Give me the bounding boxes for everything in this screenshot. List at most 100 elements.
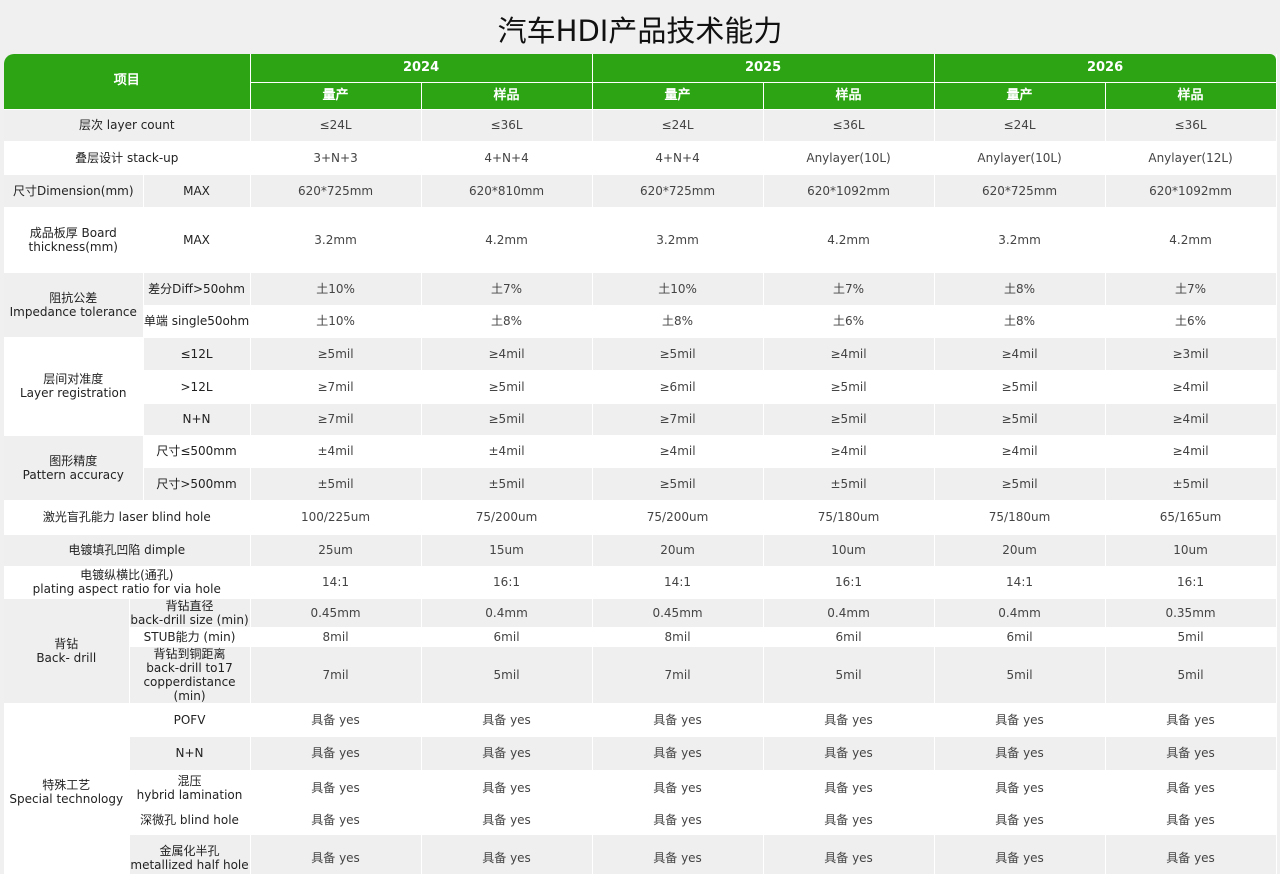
table-row: 图形精度 Pattern accuracy 尺寸≤500mm ±4mil ±4mil ≥… bbox=[4, 435, 1277, 501]
value-cell: ≤24L bbox=[592, 109, 764, 142]
value-cell: 具备 yes bbox=[763, 770, 935, 806]
value-cell: 8mil bbox=[592, 627, 764, 647]
value-cell: 具备 yes bbox=[1105, 736, 1277, 771]
value-cell: 具备 yes bbox=[1105, 770, 1277, 806]
value-cell: 具备 yes bbox=[592, 770, 764, 806]
value-cell: 10um bbox=[763, 534, 935, 567]
value-cell: 具备 yes bbox=[421, 770, 593, 806]
value-cell: 620*725mm bbox=[250, 174, 422, 208]
value-cell: ≥5mil bbox=[421, 370, 593, 404]
value-cell: 具备 yes bbox=[250, 805, 422, 835]
value-cell: 具备 yes bbox=[421, 834, 593, 874]
row-label: 图形精度 Pattern accuracy bbox=[4, 435, 144, 501]
row-sublabel: POFV bbox=[129, 703, 251, 737]
value-cell: ≤36L bbox=[763, 109, 935, 142]
value-cell: 4+N+4 bbox=[421, 141, 593, 175]
value-cell: 具备 yes bbox=[934, 736, 1106, 771]
value-cell: 5mil bbox=[934, 646, 1106, 704]
value-cell: 具备 yes bbox=[1105, 703, 1277, 737]
table-row: 特殊工艺 Special technology POFV 具备 yes 具备 yes 具… bbox=[4, 703, 1277, 874]
table-row: N+N 具备 yes 具备 yes 具备 yes 具备 yes 具备 yes 具备 yes bbox=[4, 736, 1277, 771]
table-row: N+N ≥7mil ≥5mil ≥7mil ≥5mil ≥5mil ≥4mil bbox=[4, 403, 1277, 436]
table-row: 叠层设计 stack-up 3+N+3 4+N+4 4+N+4 Anylayer(10L… bbox=[4, 141, 1277, 175]
value-cell: 土8% bbox=[934, 305, 1106, 338]
value-cell: 16:1 bbox=[1105, 566, 1277, 599]
value-cell: 具备 yes bbox=[934, 805, 1106, 835]
value-cell: 5mil bbox=[421, 646, 593, 704]
header-year: 2026 bbox=[934, 54, 1277, 83]
value-cell: 具备 yes bbox=[250, 770, 422, 806]
value-cell: 土8% bbox=[421, 305, 593, 338]
value-cell: 具备 yes bbox=[421, 805, 593, 835]
value-cell: 15um bbox=[421, 534, 593, 567]
value-cell: 具备 yes bbox=[934, 834, 1106, 874]
value-cell: 20um bbox=[934, 534, 1106, 567]
value-cell: 具备 yes bbox=[250, 703, 422, 737]
value-cell: ≥3mil bbox=[1105, 337, 1277, 371]
table-row: 背钻 Back- drill 背钻直径 back-drill size (min)… bbox=[4, 598, 1277, 704]
value-cell: Anylayer(10L) bbox=[934, 141, 1106, 175]
value-cell: ±4mil bbox=[421, 435, 593, 468]
value-cell: 土7% bbox=[763, 272, 935, 306]
row-sublabel: 深微孔 blind hole bbox=[129, 805, 251, 835]
value-cell: 具备 yes bbox=[592, 703, 764, 737]
row-label: 层间对准度 Layer registration bbox=[4, 337, 144, 436]
table-row: 背钻到铜距离 back-drill to17 copperdistance (m… bbox=[4, 646, 1277, 704]
value-cell: 土7% bbox=[421, 272, 593, 306]
value-cell: ≥7mil bbox=[250, 370, 422, 404]
value-cell: ≥5mil bbox=[934, 370, 1106, 404]
value-cell: 具备 yes bbox=[592, 834, 764, 874]
row-sublabel: 差分Diff>50ohm bbox=[143, 272, 251, 306]
table-row: 电镀纵横比(通孔) plating aspect ratio for via h… bbox=[4, 566, 1277, 599]
value-cell: 土10% bbox=[592, 272, 764, 306]
value-cell: 土6% bbox=[763, 305, 935, 338]
value-cell: ≥5mil bbox=[934, 467, 1106, 501]
value-cell: ≥5mil bbox=[592, 337, 764, 371]
value-cell: ≥4mil bbox=[1105, 370, 1277, 404]
value-cell: 具备 yes bbox=[763, 703, 935, 737]
value-cell: 75/180um bbox=[934, 500, 1106, 535]
table-row: 金属化半孔 metallized half hole 具备 yes 具备 yes 具备… bbox=[4, 834, 1277, 874]
value-cell: 具备 yes bbox=[934, 770, 1106, 806]
value-cell: 具备 yes bbox=[1105, 834, 1277, 874]
row-label: 成品板厚 Board thickness(mm) bbox=[4, 207, 144, 273]
row-sublabel: STUB能力 (min) bbox=[129, 627, 251, 647]
table-row: 阻抗公差 Impedance tolerance 差分Diff>50ohm 土10%… bbox=[4, 272, 1277, 338]
value-cell: 5mil bbox=[1105, 646, 1277, 704]
value-cell: Anylayer(12L) bbox=[1105, 141, 1277, 175]
table-row: 深微孔 blind hole 具备 yes 具备 yes 具备 yes 具备 yes 具备… bbox=[4, 805, 1277, 835]
value-cell: ≤24L bbox=[250, 109, 422, 142]
value-cell: 具备 yes bbox=[592, 736, 764, 771]
header-sub: 样品 bbox=[1105, 82, 1277, 110]
value-cell: 16:1 bbox=[421, 566, 593, 599]
row-label: 电镀填孔凹陷 dimple bbox=[4, 534, 251, 567]
value-cell: ≥6mil bbox=[592, 370, 764, 404]
value-cell: ±5mil bbox=[763, 467, 935, 501]
value-cell: 土10% bbox=[250, 272, 422, 306]
value-cell: 100/225um bbox=[250, 500, 422, 535]
header-sub: 量产 bbox=[934, 82, 1106, 110]
value-cell: 具备 yes bbox=[592, 805, 764, 835]
header-year: 2024 bbox=[250, 54, 593, 83]
value-cell: 6mil bbox=[763, 627, 935, 647]
value-cell: ≥4mil bbox=[763, 435, 935, 468]
value-cell: 3+N+3 bbox=[250, 141, 422, 175]
row-sublabel: N+N bbox=[143, 403, 251, 436]
value-cell: 具备 yes bbox=[763, 736, 935, 771]
value-cell: ≤24L bbox=[934, 109, 1106, 142]
page-title: 汽车HDI产品技术能力 bbox=[497, 14, 783, 48]
value-cell: ≥5mil bbox=[592, 467, 764, 501]
value-cell: ±5mil bbox=[250, 467, 422, 501]
table-row: >12L ≥7mil ≥5mil ≥6mil ≥5mil ≥5mil ≥4mil bbox=[4, 370, 1277, 404]
value-cell: 具备 yes bbox=[763, 834, 935, 874]
value-cell: 具备 yes bbox=[934, 703, 1106, 737]
value-cell: 65/165um bbox=[1105, 500, 1277, 535]
value-cell: 20um bbox=[592, 534, 764, 567]
value-cell: ≥5mil bbox=[763, 370, 935, 404]
value-cell: 14:1 bbox=[250, 566, 422, 599]
table-row: 尺寸>500mm ±5mil ±5mil ≥5mil ±5mil ≥5mil ±5mil bbox=[4, 467, 1277, 501]
value-cell: ≥4mil bbox=[934, 337, 1106, 371]
row-label: 层次 layer count bbox=[4, 109, 251, 142]
value-cell: ≥4mil bbox=[763, 337, 935, 371]
